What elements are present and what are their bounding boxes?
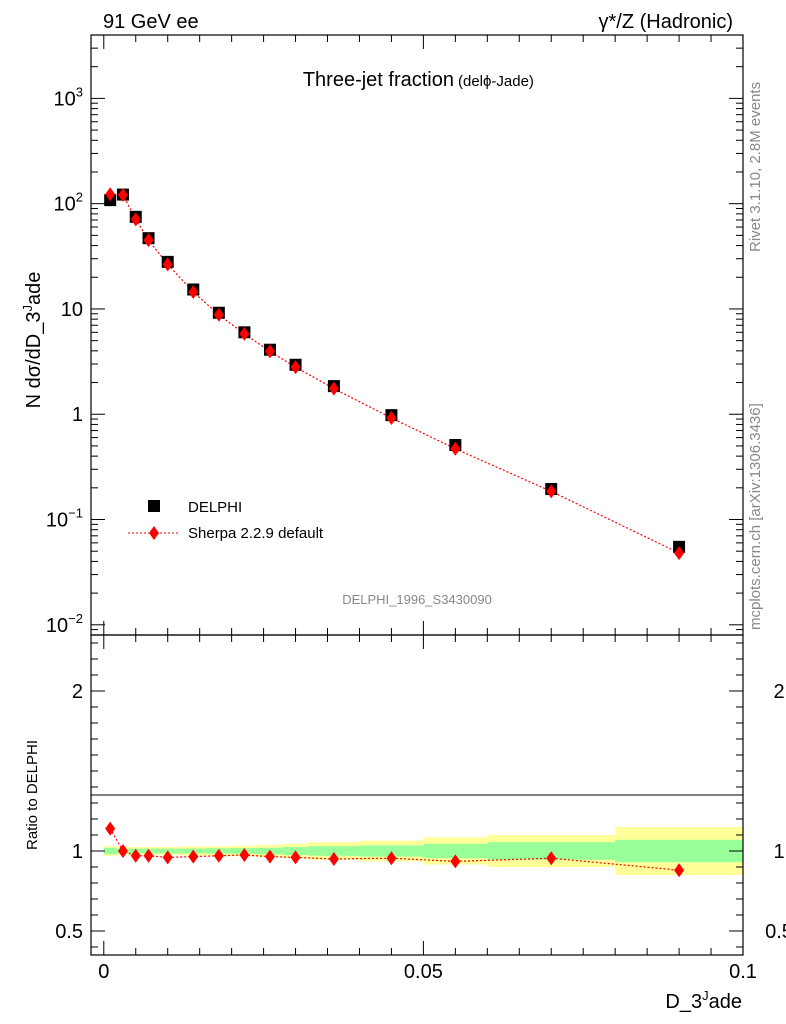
main-y-axis-label: N dσ/dD_3Jade (20, 272, 45, 409)
ratio-stat-band (103, 847, 117, 855)
y-tick-label: 1 (72, 404, 83, 426)
y-tick-label: 10−2 (46, 611, 83, 637)
main-panel-frame (90, 34, 744, 636)
ratio-stat-band (359, 845, 424, 857)
sherpa-point (143, 233, 154, 248)
x-tick-labels: 0 0.05 0.1 (98, 961, 757, 983)
ratio-panel: Ratio to DELPHI 0.5 0.5 1 1 2 2 0 0.05 0.1 D_3J… (24, 634, 786, 1013)
x-tick-label: 0.1 (729, 961, 757, 983)
mcplots-label: mcplots.cern.ch [arXiv:1306.3436] (747, 403, 764, 630)
sherpa-line (110, 193, 680, 554)
sherpa-point (386, 411, 397, 426)
sherpa-ratio-point (239, 848, 250, 862)
sherpa-ratio-point (213, 848, 224, 863)
y-tick-label: 10−1 (46, 506, 83, 532)
main-panel: Three-jet fraction (delϕ-Jade) DELPHI_19… (20, 34, 744, 637)
y-tick-label: 10 (61, 299, 83, 321)
main-subtitle: (delϕ-Jade) (458, 73, 534, 90)
analysis-watermark: DELPHI_1996_S3430090 (342, 592, 492, 607)
sherpa-ratio-point (162, 850, 173, 865)
sherpa-ratio-point (674, 863, 685, 878)
rivet-version-label: Rivet 3.1.10, 2.8M events (747, 82, 764, 252)
sherpa-point (674, 546, 685, 561)
sherpa-point (328, 381, 339, 396)
x-axis-label: D_3Jade (665, 988, 742, 1013)
ratio-y-tick-label-right: 2 (773, 681, 784, 703)
sherpa-point (239, 326, 250, 341)
sherpa-ratio-point (117, 844, 128, 858)
sherpa-point (546, 484, 557, 499)
sherpa-ratio-point (105, 821, 116, 836)
legend-label-delphi: DELPHI (188, 499, 242, 516)
ratio-stat-band (308, 846, 360, 856)
sherpa-ratio-point (188, 849, 199, 864)
main-panel-ticks (91, 34, 744, 636)
sherpa-point (264, 344, 275, 359)
ratio-stat-band (615, 839, 743, 863)
sherpa-point (130, 212, 141, 227)
ratio-stat-band (423, 843, 488, 859)
sherpa-point (290, 360, 301, 375)
sherpa-point (162, 257, 173, 272)
ratio-y-tick-labels: 0.5 0.5 1 1 2 2 (55, 681, 786, 943)
y-tick-label: 103 (54, 84, 83, 110)
legend: DELPHI Sherpa 2.2.9 default (128, 499, 324, 542)
legend-label-sherpa: Sherpa 2.2.9 default (188, 525, 324, 542)
main-panel-series (104, 187, 686, 561)
ratio-y-tick-label-right: 1 (773, 841, 784, 863)
ratio-bands (103, 827, 743, 875)
sherpa-point (188, 284, 199, 299)
sherpa-ratio-point (450, 854, 461, 869)
sherpa-ratio-point (143, 848, 154, 863)
sherpa-point (213, 307, 224, 322)
sherpa-ratio-point (130, 848, 141, 863)
sherpa-point (117, 187, 128, 202)
ratio-y-tick-label-left: 1 (72, 841, 83, 863)
sherpa-ratio-point (264, 849, 275, 864)
sherpa-point (450, 441, 461, 456)
main-y-tick-labels: 10−2 10−1 1 10 102 103 (46, 84, 83, 636)
ratio-series (105, 821, 685, 878)
sherpa-ratio-point (290, 850, 301, 865)
y-tick-label: 102 (54, 190, 83, 216)
ratio-stat-band (487, 842, 616, 860)
sherpa-ratio-point (386, 851, 397, 866)
ratio-y-tick-label-right: 0.5 (765, 921, 786, 943)
x-tick-label: 0.05 (404, 961, 443, 983)
legend-marker-delphi (148, 500, 160, 512)
sherpa-ratio-point (328, 852, 339, 866)
ratio-panel-ticks (91, 635, 744, 955)
ratio-y-axis-label: Ratio to DELPHI (24, 740, 41, 850)
sherpa-ratio-point (546, 851, 557, 866)
ratio-y-tick-label-left: 2 (72, 681, 83, 703)
ratio-y-tick-label-left: 0.5 (55, 921, 83, 943)
legend-marker-sherpa (149, 526, 159, 540)
header-left: 91 GeV ee (103, 11, 199, 33)
ratio-panel-frame (90, 634, 744, 956)
x-tick-label: 0 (98, 961, 109, 983)
header-right: γ*/Z (Hadronic) (599, 11, 733, 33)
sherpa-point (105, 187, 116, 202)
main-title: Three-jet fraction (303, 69, 454, 91)
